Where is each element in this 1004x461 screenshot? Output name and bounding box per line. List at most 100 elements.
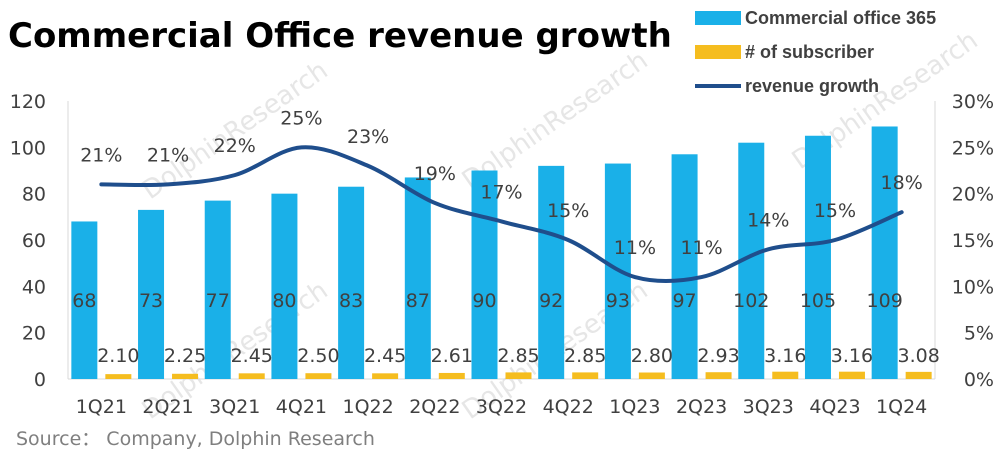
y-right-tick-label: 0% xyxy=(964,369,994,391)
subscriber-value-label: 2.45 xyxy=(364,345,406,367)
bar-subscriber xyxy=(705,372,732,379)
bar-commercial-office-365 xyxy=(404,177,431,379)
bar-value-label: 102 xyxy=(733,290,769,312)
subscriber-value-label: 2.61 xyxy=(431,345,473,367)
growth-value-label: 19% xyxy=(414,163,456,185)
bar-commercial-office-365 xyxy=(871,126,898,379)
subscriber-value-label: 2.45 xyxy=(231,345,273,367)
growth-value-label: 15% xyxy=(814,200,856,222)
x-tick-label: 1Q22 xyxy=(342,396,393,418)
growth-value-label: 11% xyxy=(680,237,722,259)
legend-label: Commercial office 365 xyxy=(745,8,936,28)
legend-swatch-subscriber xyxy=(695,45,741,59)
bar-commercial-office-365 xyxy=(804,135,831,379)
bar-commercial-office-365 xyxy=(538,165,565,379)
bar-commercial-office-365 xyxy=(471,170,498,379)
x-tick-label: 4Q21 xyxy=(276,396,327,418)
bar-value-label: 109 xyxy=(867,290,903,312)
y-right-tick-label: 30% xyxy=(952,91,994,113)
subscriber-value-label: 2.85 xyxy=(497,345,539,367)
bar-value-label: 97 xyxy=(672,290,696,312)
legend: Commercial office 365 # of subscriber reve… xyxy=(695,8,936,96)
growth-value-label: 17% xyxy=(480,181,522,203)
bar-subscriber xyxy=(372,373,399,379)
bar-subscriber xyxy=(772,371,799,379)
y-left-tick-label: 40 xyxy=(22,276,46,298)
line-series xyxy=(99,145,904,284)
x-tick-label: 3Q21 xyxy=(209,396,260,418)
growth-value-label: 11% xyxy=(614,237,656,259)
y-right-tick-label: 5% xyxy=(964,323,994,345)
data-labels: 68 73 77 80 83 87 90 92 93 97 102 105 109 2.10 2.25 2.4… xyxy=(72,107,940,367)
bar-subscriber xyxy=(572,372,599,379)
bar-value-label: 92 xyxy=(539,290,563,312)
growth-value-label: 25% xyxy=(280,107,322,129)
y-left-tick-label: 60 xyxy=(22,230,46,252)
y-left-tick-label: 100 xyxy=(10,137,46,159)
bar-subscriber xyxy=(905,371,932,379)
bar-commercial-office-365 xyxy=(338,186,365,379)
bar-subscriber xyxy=(638,372,665,379)
y-right-tick-label: 20% xyxy=(952,184,994,206)
growth-value-label: 21% xyxy=(80,144,122,166)
x-tick-label: 2Q22 xyxy=(409,396,460,418)
y-left-tick-label: 120 xyxy=(10,91,46,113)
subscriber-value-label: 3.08 xyxy=(897,345,939,367)
x-tick-label: 1Q23 xyxy=(609,396,660,418)
y-left-tick-label: 20 xyxy=(22,323,46,345)
subscriber-value-label: 2.93 xyxy=(697,345,739,367)
bar-subscriber xyxy=(105,374,132,379)
legend-label: revenue growth xyxy=(745,76,879,96)
bar-subscriber xyxy=(438,372,465,379)
growth-value-label: 14% xyxy=(747,209,789,231)
bar-subscriber xyxy=(505,372,532,379)
bar-subscriber xyxy=(238,373,265,379)
legend-swatch-commercial-office-365 xyxy=(695,11,741,25)
subscriber-value-label: 2.10 xyxy=(97,345,139,367)
bar-subscriber xyxy=(305,373,332,379)
bar-commercial-office-365 xyxy=(671,154,698,379)
bar-value-label: 68 xyxy=(72,290,96,312)
y-right-tick-label: 15% xyxy=(952,230,994,252)
bar-value-label: 83 xyxy=(339,290,363,312)
legend-label: # of subscriber xyxy=(745,42,874,62)
y-left-tick-label: 80 xyxy=(22,184,46,206)
growth-value-label: 21% xyxy=(147,144,189,166)
bar-commercial-office-365 xyxy=(71,221,98,379)
x-tick-label: 4Q23 xyxy=(809,396,860,418)
bar-commercial-office-365 xyxy=(204,200,231,379)
x-tick-label: 1Q21 xyxy=(76,396,127,418)
bars xyxy=(71,126,932,379)
bar-subscriber xyxy=(172,373,199,379)
y-right-tick-label: 25% xyxy=(952,137,994,159)
bar-value-label: 90 xyxy=(472,290,496,312)
growth-value-label: 15% xyxy=(547,200,589,222)
subscriber-value-label: 3.16 xyxy=(764,345,806,367)
source-note: Source： Company, Dolphin Research xyxy=(16,428,375,450)
bar-value-label: 87 xyxy=(406,290,430,312)
growth-value-label: 18% xyxy=(881,172,923,194)
bar-commercial-office-365 xyxy=(138,209,165,379)
bar-commercial-office-365 xyxy=(271,193,298,379)
bar-value-label: 73 xyxy=(139,290,163,312)
x-tick-label: 1Q24 xyxy=(876,396,927,418)
subscriber-value-label: 2.50 xyxy=(297,345,339,367)
x-tick-label: 3Q23 xyxy=(743,396,794,418)
bar-value-label: 93 xyxy=(606,290,630,312)
chart-title: Commercial Office revenue growth xyxy=(8,16,672,56)
x-tick-label: 3Q22 xyxy=(476,396,527,418)
subscriber-value-label: 2.80 xyxy=(631,345,673,367)
y-left-tick-label: 0 xyxy=(34,369,46,391)
revenue-growth-line xyxy=(99,145,904,284)
growth-value-label: 22% xyxy=(214,135,256,157)
bar-value-label: 80 xyxy=(272,290,296,312)
x-tick-label: 2Q21 xyxy=(142,396,193,418)
bar-subscriber xyxy=(838,371,865,379)
bar-value-label: 105 xyxy=(800,290,836,312)
x-tick-label: 4Q22 xyxy=(543,396,594,418)
y-right-tick-label: 10% xyxy=(952,276,994,298)
x-tick-label: 2Q23 xyxy=(676,396,727,418)
subscriber-value-label: 2.85 xyxy=(564,345,606,367)
growth-value-label: 23% xyxy=(347,126,389,148)
